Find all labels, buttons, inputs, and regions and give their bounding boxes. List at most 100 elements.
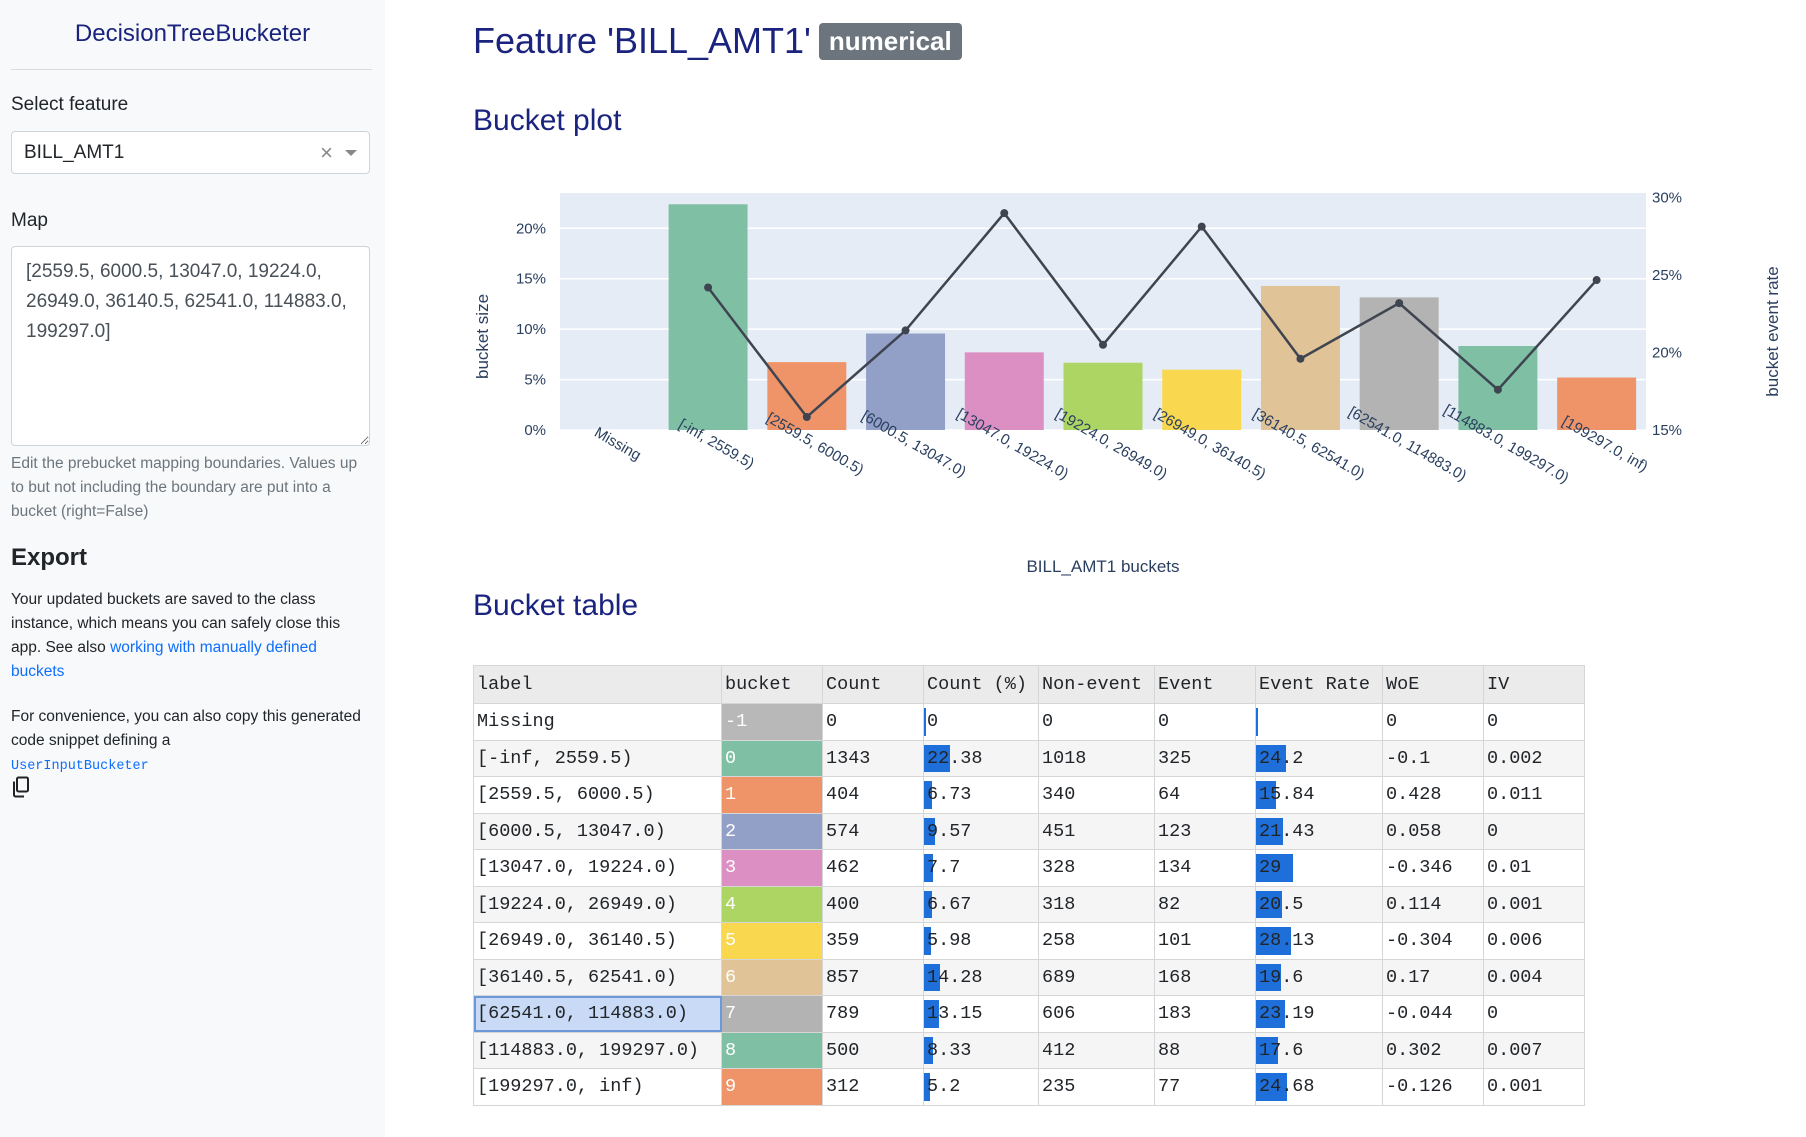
iv-cell[interactable]: 0.001 xyxy=(1483,885,1585,923)
chevron-down-icon[interactable] xyxy=(345,150,357,156)
count-cell[interactable]: 462 xyxy=(822,849,924,887)
iv-cell[interactable]: 0.01 xyxy=(1483,849,1585,887)
iv-cell[interactable]: 0.001 xyxy=(1483,1068,1585,1106)
non-event-cell[interactable]: 1018 xyxy=(1038,739,1155,777)
bucket-cell[interactable]: -1 xyxy=(721,703,823,741)
event-cell[interactable]: 168 xyxy=(1154,958,1256,996)
count-pct-cell[interactable]: 6.73 xyxy=(923,776,1039,814)
non-event-cell[interactable]: 689 xyxy=(1038,958,1155,996)
woe-cell[interactable]: 0.302 xyxy=(1382,1031,1484,1069)
event-cell[interactable]: 88 xyxy=(1154,1031,1256,1069)
event-rate-cell[interactable]: 28.13 xyxy=(1255,922,1383,960)
non-event-cell[interactable]: 412 xyxy=(1038,1031,1155,1069)
event-cell[interactable]: 134 xyxy=(1154,849,1256,887)
table-row[interactable]: [13047.0, 19224.0) 3 462 7.7 328 134 29 -0.346 0… xyxy=(473,849,1585,887)
non-event-cell[interactable]: 606 xyxy=(1038,995,1155,1033)
clear-icon[interactable]: × xyxy=(320,140,333,165)
label-cell[interactable]: [13047.0, 19224.0) xyxy=(473,849,722,887)
table-row[interactable]: [-inf, 2559.5) 0 1343 22.38 1018 325 24.2 -0.1 0… xyxy=(473,739,1585,777)
count-cell[interactable]: 359 xyxy=(822,922,924,960)
bucket-cell[interactable]: 4 xyxy=(721,885,823,923)
event-cell[interactable]: 0 xyxy=(1154,703,1256,741)
count-pct-cell[interactable]: 5.98 xyxy=(923,922,1039,960)
label-cell[interactable]: [6000.5, 13047.0) xyxy=(473,812,722,850)
event-rate-cell[interactable]: 19.6 xyxy=(1255,958,1383,996)
count-pct-cell[interactable]: 14.28 xyxy=(923,958,1039,996)
event-cell[interactable]: 183 xyxy=(1154,995,1256,1033)
count-pct-cell[interactable]: 8.33 xyxy=(923,1031,1039,1069)
bucket-cell[interactable]: 2 xyxy=(721,812,823,850)
bucket-cell[interactable]: 9 xyxy=(721,1068,823,1106)
non-event-cell[interactable]: 258 xyxy=(1038,922,1155,960)
feature-select[interactable]: BILL_AMT1 × xyxy=(11,131,370,174)
iv-cell[interactable]: 0.011 xyxy=(1483,776,1585,814)
count-cell[interactable]: 789 xyxy=(822,995,924,1033)
label-cell[interactable]: [62541.0, 114883.0) xyxy=(473,995,722,1033)
count-cell[interactable]: 400 xyxy=(822,885,924,923)
event-rate-cell[interactable]: 29 xyxy=(1255,849,1383,887)
non-event-cell[interactable]: 451 xyxy=(1038,812,1155,850)
column-header[interactable]: Event Rate xyxy=(1255,665,1383,704)
woe-cell[interactable]: -0.346 xyxy=(1382,849,1484,887)
woe-cell[interactable]: 0.17 xyxy=(1382,958,1484,996)
iv-cell[interactable]: 0 xyxy=(1483,995,1585,1033)
count-cell[interactable]: 574 xyxy=(822,812,924,850)
count-pct-cell[interactable]: 0 xyxy=(923,703,1039,741)
label-cell[interactable]: [2559.5, 6000.5) xyxy=(473,776,722,814)
column-header[interactable]: label xyxy=(473,665,722,704)
event-cell[interactable]: 123 xyxy=(1154,812,1256,850)
non-event-cell[interactable]: 0 xyxy=(1038,703,1155,741)
table-row[interactable]: [114883.0, 199297.0) 8 500 8.33 412 88 17.6 0.3… xyxy=(473,1031,1585,1069)
table-row[interactable]: Missing -1 0 0 0 0 0 0 xyxy=(473,703,1585,741)
non-event-cell[interactable]: 328 xyxy=(1038,849,1155,887)
count-pct-cell[interactable]: 5.2 xyxy=(923,1068,1039,1106)
count-cell[interactable]: 857 xyxy=(822,958,924,996)
count-pct-cell[interactable]: 6.67 xyxy=(923,885,1039,923)
count-cell[interactable]: 404 xyxy=(822,776,924,814)
woe-cell[interactable]: -0.126 xyxy=(1382,1068,1484,1106)
label-cell[interactable]: [36140.5, 62541.0) xyxy=(473,958,722,996)
non-event-cell[interactable]: 235 xyxy=(1038,1068,1155,1106)
bucket-cell[interactable]: 0 xyxy=(721,739,823,777)
event-cell[interactable]: 64 xyxy=(1154,776,1256,814)
table-row[interactable]: [199297.0, inf) 9 312 5.2 235 77 24.68 -0.126 0.… xyxy=(473,1068,1585,1106)
table-row[interactable]: [2559.5, 6000.5) 1 404 6.73 340 64 15.84 0.428 0… xyxy=(473,776,1585,814)
woe-cell[interactable]: 0.058 xyxy=(1382,812,1484,850)
label-cell[interactable]: [199297.0, inf) xyxy=(473,1068,722,1106)
count-pct-cell[interactable]: 7.7 xyxy=(923,849,1039,887)
event-rate-cell[interactable]: 21.43 xyxy=(1255,812,1383,850)
iv-cell[interactable]: 0 xyxy=(1483,812,1585,850)
label-cell[interactable]: [26949.0, 36140.5) xyxy=(473,922,722,960)
count-cell[interactable]: 1343 xyxy=(822,739,924,777)
event-rate-cell[interactable] xyxy=(1255,703,1383,741)
woe-cell[interactable]: 0.114 xyxy=(1382,885,1484,923)
bucket-cell[interactable]: 6 xyxy=(721,958,823,996)
bucket-cell[interactable]: 7 xyxy=(721,995,823,1033)
label-cell[interactable]: [114883.0, 199297.0) xyxy=(473,1031,722,1069)
label-cell[interactable]: [-inf, 2559.5) xyxy=(473,739,722,777)
event-rate-cell[interactable]: 24.68 xyxy=(1255,1068,1383,1106)
column-header[interactable]: IV xyxy=(1483,665,1585,704)
label-cell[interactable]: [19224.0, 26949.0) xyxy=(473,885,722,923)
table-row[interactable]: [19224.0, 26949.0) 4 400 6.67 318 82 20.5 0.114… xyxy=(473,885,1585,923)
iv-cell[interactable]: 0 xyxy=(1483,703,1585,741)
count-cell[interactable]: 312 xyxy=(822,1068,924,1106)
woe-cell[interactable]: 0 xyxy=(1382,703,1484,741)
count-pct-cell[interactable]: 22.38 xyxy=(923,739,1039,777)
table-row[interactable]: [6000.5, 13047.0) 2 574 9.57 451 123 21.43 0.05… xyxy=(473,812,1585,850)
column-header[interactable]: Count (%) xyxy=(923,665,1039,704)
iv-cell[interactable]: 0.007 xyxy=(1483,1031,1585,1069)
map-textarea[interactable]: [2559.5, 6000.5, 13047.0, 19224.0, 26949… xyxy=(11,246,370,446)
event-rate-cell[interactable]: 15.84 xyxy=(1255,776,1383,814)
woe-cell[interactable]: -0.1 xyxy=(1382,739,1484,777)
table-row[interactable]: [26949.0, 36140.5) 5 359 5.98 258 101 28.13 -0.… xyxy=(473,922,1585,960)
event-cell[interactable]: 101 xyxy=(1154,922,1256,960)
non-event-cell[interactable]: 318 xyxy=(1038,885,1155,923)
iv-cell[interactable]: 0.006 xyxy=(1483,922,1585,960)
event-rate-cell[interactable]: 17.6 xyxy=(1255,1031,1383,1069)
bucket-cell[interactable]: 3 xyxy=(721,849,823,887)
column-header[interactable]: Count xyxy=(822,665,924,704)
copy-icon[interactable] xyxy=(11,776,31,798)
woe-cell[interactable]: 0.428 xyxy=(1382,776,1484,814)
event-cell[interactable]: 82 xyxy=(1154,885,1256,923)
